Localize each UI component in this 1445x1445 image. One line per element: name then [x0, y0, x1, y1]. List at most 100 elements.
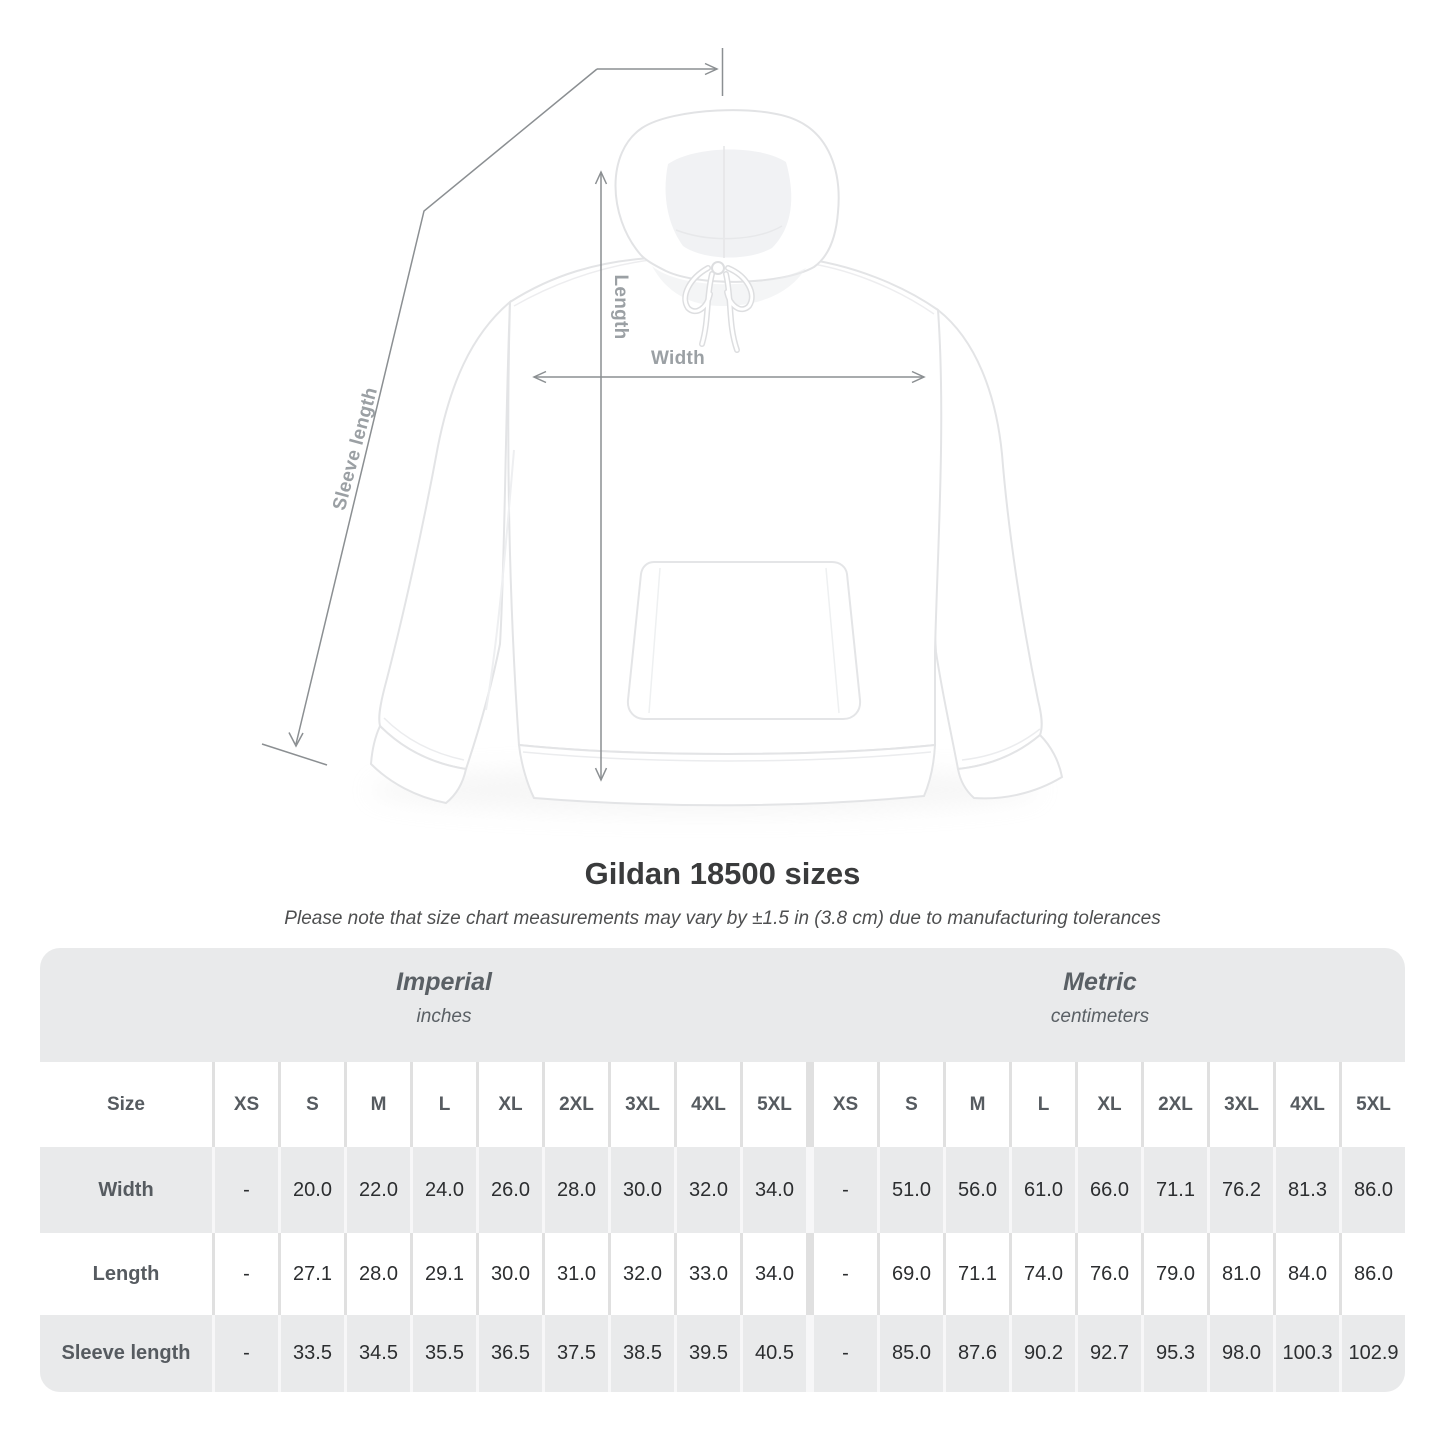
size-header-imperial: 2XL [545, 1062, 608, 1147]
hoodie-pocket [626, 561, 862, 720]
size-table-rows: Size XS S M L XL 2XL 3XL 4XL 5XL XS S M L XL 2XL 3XL 4XL 5… [40, 1062, 1405, 1392]
tolerance-note: Please note that size chart measurements… [284, 908, 1161, 929]
imperial-value: 31.0 [545, 1233, 608, 1315]
imperial-value: 37.5 [545, 1315, 608, 1392]
size-header-metric: XL [1078, 1062, 1141, 1147]
sleeve-length-line [295, 68, 598, 745]
imperial-value: 29.1 [413, 1233, 476, 1315]
size-header-imperial: M [347, 1062, 410, 1147]
size-header-metric: 5XL [1342, 1062, 1405, 1147]
unit-divider [809, 1233, 811, 1315]
size-header-imperial: 3XL [611, 1062, 674, 1147]
metric-label: Metric [1063, 968, 1137, 996]
hood-interior [665, 149, 792, 258]
size-header-metric: L [1012, 1062, 1075, 1147]
width-measure-label: Width [650, 348, 706, 369]
metric-value: 76.0 [1078, 1233, 1141, 1315]
measurement-diagram: Width Length Sleeve length [261, 48, 1064, 807]
imperial-value: 28.0 [545, 1147, 608, 1233]
size-header-imperial: XS [215, 1062, 278, 1147]
width-arrowhead-left [532, 370, 547, 384]
imperial-value: 32.0 [677, 1147, 740, 1233]
length-arrowhead-top [594, 170, 608, 185]
metric-value: 71.1 [1144, 1147, 1207, 1233]
imperial-value: - [215, 1147, 278, 1233]
row-label: Sleeve length [40, 1315, 212, 1392]
imperial-value: 34.0 [743, 1233, 806, 1315]
hoodie-left-sleeve [378, 299, 512, 771]
size-header-row: Size XS S M L XL 2XL 3XL 4XL 5XL XS S M L XL 2XL 3XL 4XL 5… [40, 1062, 1405, 1147]
size-header-metric: 4XL [1276, 1062, 1339, 1147]
imperial-value: 40.5 [743, 1315, 806, 1392]
drawstring-knot [711, 261, 725, 275]
metric-sublabel: centimeters [1050, 1006, 1150, 1027]
size-header-metric: 2XL [1144, 1062, 1207, 1147]
metric-value: 86.0 [1342, 1147, 1405, 1233]
page-title: Gildan 18500 sizes [584, 856, 861, 891]
unit-divider [809, 1315, 811, 1392]
metric-value: 69.0 [880, 1233, 943, 1315]
row-label: Length [40, 1233, 212, 1315]
metric-value: 74.0 [1012, 1233, 1075, 1315]
imperial-value: 34.5 [347, 1315, 410, 1392]
imperial-value: 32.0 [611, 1233, 674, 1315]
unit-group-metric: Metric centimeters [1051, 968, 1149, 1028]
imperial-value: 27.1 [281, 1233, 344, 1315]
measurement-row: Length -27.1 28.0 29.1 30.0 31.0 32.0 33.0 34.0-… [40, 1233, 1405, 1315]
measurement-row: Width -20.0 22.0 24.0 26.0 28.0 30.0 32.0 34.0-5… [40, 1147, 1405, 1233]
size-header-metric: 3XL [1210, 1062, 1273, 1147]
metric-value: 76.2 [1210, 1147, 1273, 1233]
metric-value: 71.1 [946, 1233, 1009, 1315]
size-header-imperial: S [281, 1062, 344, 1147]
sleeve-cuff-tick [261, 743, 328, 766]
imperial-value: 33.5 [281, 1315, 344, 1392]
size-header-metric: M [946, 1062, 1009, 1147]
metric-value: 56.0 [946, 1147, 1009, 1233]
imperial-value: 34.0 [743, 1147, 806, 1233]
length-arrowhead-bottom [594, 767, 608, 782]
size-header-metric: XS [814, 1062, 877, 1147]
imperial-value: - [215, 1233, 278, 1315]
size-column-header: Size [40, 1062, 212, 1147]
imperial-value: 20.0 [281, 1147, 344, 1233]
hoodie-left-cuff [369, 724, 468, 805]
imperial-value: - [215, 1315, 278, 1392]
metric-value: 81.0 [1210, 1233, 1273, 1315]
unit-divider [809, 1147, 811, 1233]
unit-group-imperial: Imperial inches [396, 968, 492, 1028]
metric-value: - [814, 1315, 877, 1392]
metric-value: 98.0 [1210, 1315, 1273, 1392]
metric-value: 51.0 [880, 1147, 943, 1233]
metric-value: 85.0 [880, 1315, 943, 1392]
width-arrowhead-right [911, 370, 926, 384]
imperial-value: 22.0 [347, 1147, 410, 1233]
imperial-sublabel: inches [416, 1006, 472, 1027]
hoodie-illustration [261, 48, 1064, 807]
metric-value: 90.2 [1012, 1315, 1075, 1392]
imperial-value: 35.5 [413, 1315, 476, 1392]
metric-value: 100.3 [1276, 1315, 1339, 1392]
metric-value: - [814, 1147, 877, 1233]
size-header-imperial: 4XL [677, 1062, 740, 1147]
imperial-label: Imperial [396, 968, 492, 996]
unit-divider [809, 1062, 811, 1147]
imperial-value: 36.5 [479, 1315, 542, 1392]
metric-value: 81.3 [1276, 1147, 1339, 1233]
metric-value: 86.0 [1342, 1233, 1405, 1315]
metric-value: - [814, 1233, 877, 1315]
imperial-value: 30.0 [611, 1147, 674, 1233]
measurement-row: Sleeve length -33.5 34.5 35.5 36.5 37.5 38.5 39… [40, 1315, 1405, 1392]
imperial-value: 39.5 [677, 1315, 740, 1392]
imperial-value: 24.0 [413, 1147, 476, 1233]
metric-value: 79.0 [1144, 1233, 1207, 1315]
size-header-imperial: L [413, 1062, 476, 1147]
metric-value: 102.9 [1342, 1315, 1405, 1392]
imperial-value: 28.0 [347, 1233, 410, 1315]
hoodie-hem [517, 743, 937, 807]
measurement-lines [261, 48, 926, 782]
row-label: Width [40, 1147, 212, 1233]
imperial-value: 30.0 [479, 1233, 542, 1315]
size-header-metric: S [880, 1062, 943, 1147]
imperial-value: 33.0 [677, 1233, 740, 1315]
